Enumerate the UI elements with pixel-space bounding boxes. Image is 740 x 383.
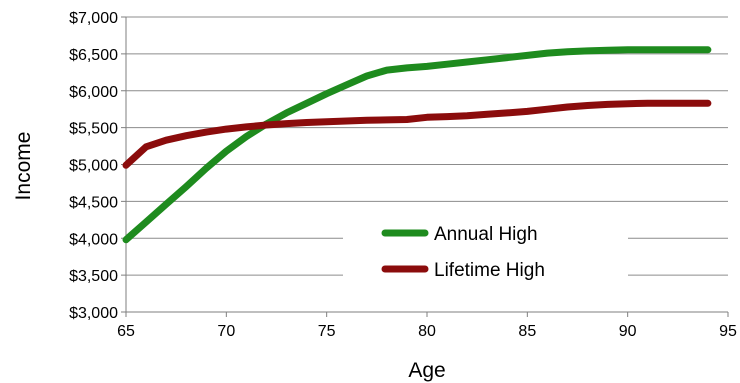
- y-tick-label: $6,500: [69, 47, 118, 64]
- legend: Annual High Lifetime High: [343, 210, 628, 288]
- y-tick-label: $7,000: [69, 10, 118, 27]
- legend-label-annual-high: Annual High: [434, 224, 538, 245]
- y-tick-label: $6,000: [69, 84, 118, 101]
- x-tick-labels: 65 70 75 80 85 90 95: [117, 323, 737, 340]
- x-tick-label: 65: [117, 323, 135, 340]
- legend-background: [343, 210, 628, 288]
- x-tick-label: 80: [418, 323, 436, 340]
- y-tick-labels: $3,000 $3,500 $4,000 $4,500 $5,000 $5,500 $6,0…: [69, 10, 118, 322]
- y-tick-label: $3,000: [69, 305, 118, 322]
- x-axis-title: Age: [408, 359, 445, 382]
- gridlines: [121, 16, 729, 317]
- y-tick-label: $4,500: [69, 194, 118, 211]
- x-tick-label: 90: [619, 323, 637, 340]
- y-tick-label: $5,000: [69, 158, 118, 175]
- x-tick-label: 95: [719, 323, 737, 340]
- y-tick-label: $4,000: [69, 231, 118, 248]
- y-axis-title: Income: [12, 132, 35, 201]
- series-line-annual-high: [122, 46, 712, 244]
- x-tick-label: 85: [518, 323, 536, 340]
- series-line-lifetime-high: [122, 99, 712, 169]
- series-lines: [122, 46, 712, 244]
- legend-label-lifetime-high: Lifetime High: [434, 260, 545, 281]
- x-tick-label: 70: [217, 323, 235, 340]
- x-tick-label: 75: [318, 323, 336, 340]
- y-tick-label: $5,500: [69, 121, 118, 138]
- y-tick-label: $3,500: [69, 268, 118, 285]
